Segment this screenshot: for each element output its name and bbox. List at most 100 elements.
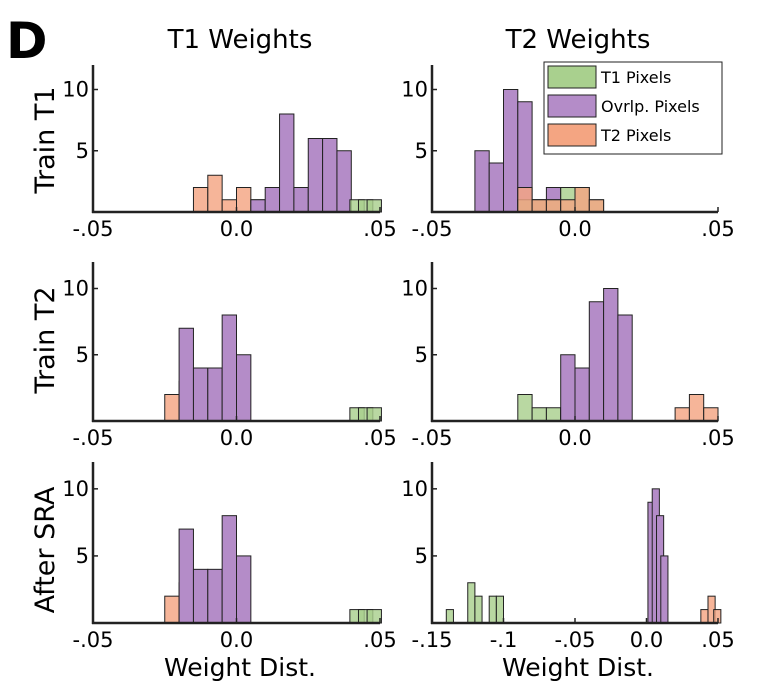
x-tick-label: 0.0 — [558, 426, 591, 450]
panel-letter: D — [6, 12, 48, 70]
bar-t2-pixels-2 — [545, 199, 562, 213]
bar-ovrlp-pixels-4 — [236, 354, 252, 422]
bar-t2-pixels-0 — [517, 187, 533, 213]
y-tick-label: 5 — [76, 343, 89, 367]
bar-ovrlp-pixels-3 — [603, 288, 619, 422]
legend-swatch-t1-pixels — [547, 65, 597, 89]
row-label-train-t1: Train T1 — [30, 86, 61, 194]
bar-ovrlp-pixels-2 — [279, 113, 295, 213]
bar-ovrlp-pixels-4 — [307, 138, 324, 213]
bar-ovrlp-pixels-0 — [178, 327, 194, 422]
bar-t2-pixels-0 — [674, 407, 690, 422]
bar-t2-pixels-1 — [207, 174, 223, 213]
y-tick-label: 10 — [401, 277, 428, 301]
legend: T1 Pixels Ovrlp. Pixels T2 Pixels — [543, 61, 723, 155]
y-tick-label: 5 — [415, 343, 428, 367]
bar-t2-pixels-0 — [164, 394, 180, 422]
bar-t2-pixels-1 — [688, 394, 705, 422]
y-tick-label: 10 — [62, 477, 89, 501]
x-tick-label: 0.0 — [220, 426, 253, 450]
bar-ovrlp-pixels-1 — [574, 367, 590, 422]
bar-t1-pixels-0 — [445, 609, 454, 624]
bar-ovrlp-pixels-4 — [617, 314, 633, 422]
x-tick-label: 0.0 — [558, 217, 591, 241]
y-tick-label: 10 — [62, 277, 89, 301]
y-tick-label: 5 — [415, 139, 428, 163]
bar-t2-pixels-3 — [236, 187, 252, 213]
legend-label-t2-pixels: T2 Pixels — [600, 126, 671, 145]
histogram-panel-r1-c0: 5 10 -.05 0.0 .05 — [62, 262, 397, 450]
row-label-train-t2: Train T2 — [30, 286, 61, 394]
x-tick-label: .05 — [363, 217, 396, 241]
bar-ovrlp-pixels-1 — [488, 162, 505, 213]
y-tick-label: 5 — [76, 139, 89, 163]
bar-ovrlp-pixels-3 — [660, 555, 669, 624]
bar-t2-pixels-5 — [588, 199, 605, 213]
bar-ovrlp-pixels-6 — [336, 150, 352, 213]
bar-ovrlp-pixels-4 — [236, 555, 252, 624]
bar-t1-pixels-0 — [517, 394, 533, 422]
bar-ovrlp-pixels-2 — [588, 301, 605, 422]
histogram-panel-r1-c1: 5 10 -.05 0.0 .05 — [401, 262, 735, 450]
bar-ovrlp-pixels-0 — [178, 528, 194, 624]
x-tick-label: 0.0 — [220, 628, 253, 652]
x-tick-label: -.1 — [490, 628, 518, 652]
x-tick-label: .05 — [701, 628, 734, 652]
bar-ovrlp-pixels-3 — [221, 314, 237, 422]
x-tick-label: -.05 — [412, 426, 453, 450]
bar-ovrlp-pixels-3 — [221, 515, 237, 624]
x-tick-label: .05 — [701, 217, 734, 241]
bar-ovrlp-pixels-1 — [192, 367, 209, 422]
bar-t2-pixels-0 — [164, 595, 180, 624]
legend-label-t1-pixels: T1 Pixels — [600, 68, 671, 87]
x-tick-label: -.15 — [412, 628, 453, 652]
legend-swatch-ovrlp-pixels — [547, 94, 597, 118]
y-tick-label: 10 — [401, 477, 428, 501]
x-tick-label: .05 — [363, 628, 396, 652]
bar-ovrlp-pixels-2 — [503, 89, 519, 213]
bar-ovrlp-pixels-1 — [192, 568, 209, 624]
bar-ovrlp-pixels-2 — [207, 367, 223, 422]
histogram-panel-r0-c1: 5 10 -.05 0.0 .05 — [401, 65, 735, 241]
legend-label-ovrlp-pixels: Ovrlp. Pixels — [601, 97, 700, 116]
bar-t1-pixels-3 — [488, 595, 497, 624]
bar-ovrlp-pixels-0 — [560, 354, 576, 422]
legend-swatch-t2-pixels — [547, 123, 597, 147]
x-tick-label: -.05 — [73, 217, 114, 241]
bar-ovrlp-pixels-0 — [250, 199, 266, 213]
x-tick-label: 0.0 — [220, 217, 253, 241]
x-tick-label: -.05 — [555, 628, 596, 652]
y-tick-label: 10 — [62, 78, 89, 102]
row-label-after-sra: After SRA — [30, 486, 61, 613]
bar-ovrlp-pixels-0 — [474, 150, 490, 213]
x-tick-label: .05 — [701, 426, 734, 450]
bar-t2-pixels-0 — [192, 187, 209, 213]
histogram-panel-r2-c1: 5 10 -.15 -.1 -.05 0.0 .05 — [401, 462, 735, 652]
x-tick-label: 0.0 — [630, 628, 663, 652]
y-tick-label: 5 — [76, 544, 89, 568]
y-tick-label: 10 — [401, 78, 428, 102]
bar-t1-pixels-4 — [495, 595, 505, 624]
bar-t1-pixels-1 — [531, 407, 547, 422]
column-title-t2: T2 Weights — [505, 25, 651, 55]
bar-t1-pixels-2 — [474, 595, 483, 624]
histogram-panel-r0-c0: 5 10 -.05 0.0 .05 — [62, 65, 397, 241]
x-axis-label-right: Weight Dist. — [502, 653, 654, 682]
bar-ovrlp-pixels-5 — [322, 138, 338, 213]
x-axis-label-left: Weight Dist. — [164, 653, 316, 682]
column-title-t1: T1 Weights — [167, 25, 313, 55]
bar-ovrlp-pixels-3 — [293, 187, 309, 213]
x-tick-label: .05 — [363, 426, 396, 450]
bar-t1-pixels-1 — [467, 582, 476, 624]
bar-t2-pixels-0 — [700, 609, 709, 624]
x-tick-label: -.05 — [73, 628, 114, 652]
y-tick-label: 5 — [415, 544, 428, 568]
histogram-panel-r2-c0: 5 10 -.05 0.0 .05 — [62, 462, 397, 652]
bar-ovrlp-pixels-1 — [264, 187, 281, 213]
bar-ovrlp-pixels-2 — [207, 568, 223, 624]
bar-t1-pixels-2 — [545, 407, 562, 422]
bar-t2-pixels-2 — [221, 199, 237, 213]
x-tick-label: -.05 — [412, 217, 453, 241]
